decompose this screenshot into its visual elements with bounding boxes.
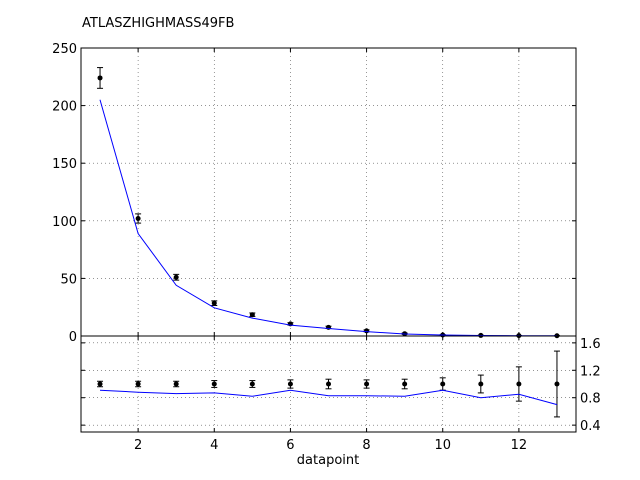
ratio-panel: 2 4 6 8 10 12 0.4 0.8 1.2 1.6: [80, 335, 601, 453]
x-tick-label: 2: [134, 438, 142, 453]
axes-frame: [80, 335, 577, 433]
data-point: [364, 328, 370, 334]
x-axis-label: datapoint: [296, 453, 360, 468]
data-point: [173, 274, 179, 280]
data-point: [364, 381, 370, 387]
y-tick-label: 0.8: [580, 392, 601, 407]
data-point: [287, 381, 293, 387]
data-point: [249, 381, 255, 387]
data-point: [97, 75, 103, 81]
data-point: [173, 381, 179, 387]
data-point: [326, 381, 331, 387]
main-panel: 0 50 100 150 200 250: [52, 42, 577, 345]
y-tick-label: 250: [52, 42, 77, 57]
y-tick-label: 1.2: [580, 364, 601, 379]
axes-frame: [80, 47, 577, 337]
data-point: [554, 381, 560, 387]
data-point: [211, 381, 217, 387]
x-tick-label: 10: [434, 438, 451, 453]
data-point: [440, 381, 446, 387]
y-tick-label: 0.4: [580, 419, 601, 434]
chart-title: ATLASZHIGHMASS49FB: [82, 16, 235, 31]
x-tick-label: 8: [362, 438, 370, 453]
data-point: [97, 381, 103, 387]
y-tick-label: 50: [60, 272, 77, 287]
y-tick-label: 1.6: [580, 337, 601, 352]
x-tick-label: 12: [511, 438, 528, 453]
x-tick-label: 4: [210, 438, 218, 453]
y-tick-label: 0: [69, 330, 77, 345]
data-point: [135, 381, 141, 387]
data-point: [402, 381, 408, 387]
data-point: [478, 381, 484, 387]
y-tick-label: 100: [52, 215, 77, 230]
model-line: [99, 389, 558, 406]
data-point: [135, 215, 141, 221]
data-point: [211, 300, 217, 306]
x-tick-label: 6: [286, 438, 294, 453]
data-point: [516, 381, 522, 387]
data-point: [249, 312, 255, 318]
model-line: [99, 99, 558, 337]
y-tick-label: 150: [52, 157, 77, 172]
y-tick-label: 200: [52, 100, 77, 115]
